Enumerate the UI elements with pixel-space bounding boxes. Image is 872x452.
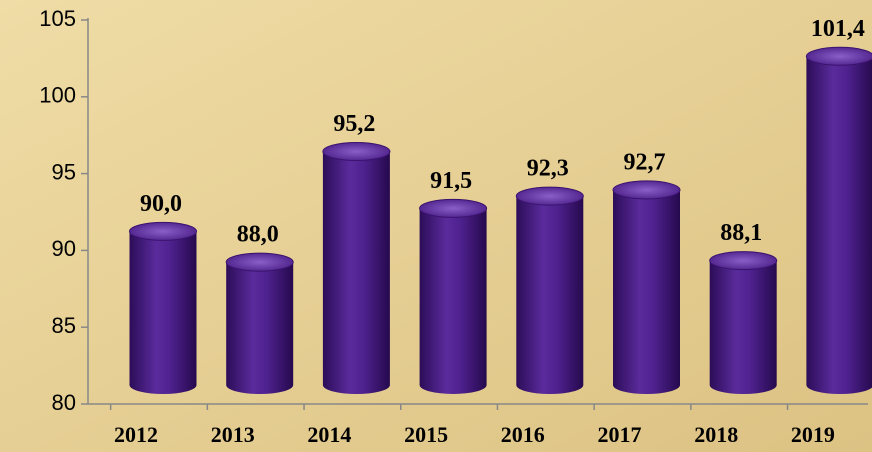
bar-cap [515, 186, 584, 206]
value-label: 92,7 [624, 149, 666, 175]
x-tick-label: 2015 [404, 422, 448, 447]
bar-cap [322, 142, 391, 162]
x-tick-label: 2013 [211, 422, 255, 447]
bar [613, 180, 680, 394]
bar-cap [225, 252, 294, 272]
bar [129, 222, 197, 394]
y-tick-label: 85 [52, 313, 76, 338]
bar [709, 251, 777, 394]
x-tick-label: 2018 [694, 422, 738, 447]
bar-cap [709, 251, 778, 271]
bar [806, 47, 872, 394]
bar-cap [129, 221, 197, 241]
y-tick-label: 90 [52, 236, 76, 261]
value-label: 95,2 [333, 111, 375, 137]
y-tick-label: 95 [52, 159, 76, 184]
bar-cap [805, 46, 872, 66]
value-label: 91,5 [430, 168, 472, 194]
bar [226, 253, 294, 395]
x-tick-label: 2014 [307, 422, 351, 447]
value-label: 88,0 [237, 222, 279, 248]
y-tick-label: 80 [52, 390, 76, 415]
bar [322, 142, 390, 394]
bar [516, 187, 584, 394]
value-label: 101,4 [811, 16, 865, 42]
y-tick-label: 100 [39, 83, 76, 108]
x-tick-label: 2017 [598, 422, 642, 447]
value-label: 88,1 [720, 220, 762, 246]
x-tick-label: 2016 [501, 422, 545, 447]
bar-cap [419, 198, 488, 218]
bar [419, 199, 487, 394]
x-tick-label: 2019 [791, 422, 835, 447]
bar-cap [612, 180, 681, 200]
value-label: 92,3 [527, 156, 569, 182]
y-tick-label: 105 [39, 6, 76, 31]
x-tick-label: 2012 [114, 422, 158, 447]
value-label: 90,0 [140, 191, 182, 217]
